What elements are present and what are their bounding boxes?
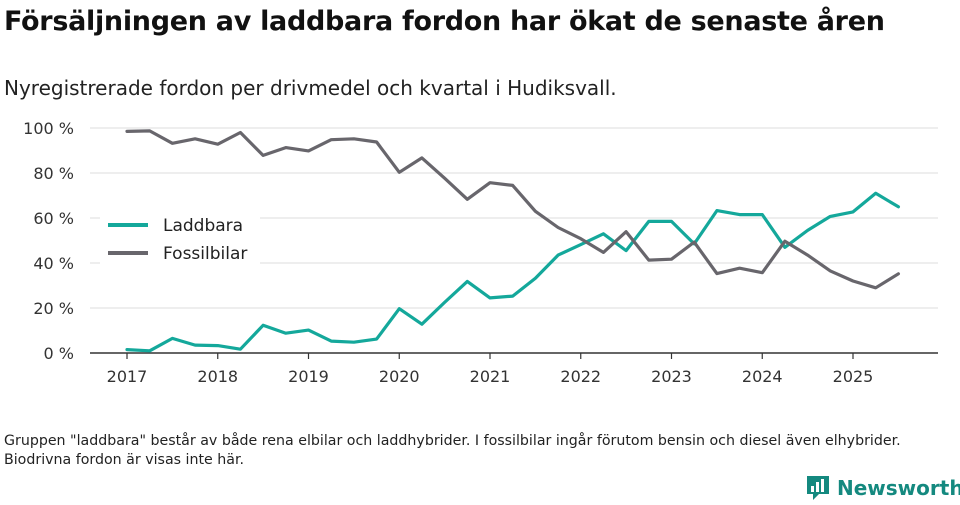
y-tick-label: 80 % bbox=[33, 164, 74, 183]
bar-chart-logo-icon bbox=[807, 476, 829, 500]
series-line-laddbara bbox=[125, 191, 901, 353]
brand-logo: Newsworthy bbox=[805, 474, 960, 502]
y-axis-ticks: 0 % 20 % 40 % 60 % 80 % 100 % bbox=[23, 119, 74, 363]
footnote: Gruppen "laddbara" består av både rena e… bbox=[4, 433, 901, 468]
series-lines bbox=[125, 129, 901, 353]
y-tick-label: 0 % bbox=[44, 344, 74, 363]
x-tick-label: 2023 bbox=[651, 367, 692, 386]
y-tick-label: 60 % bbox=[33, 209, 74, 228]
x-tick-label: 2018 bbox=[197, 367, 238, 386]
legend-label: Laddbara bbox=[163, 216, 243, 236]
x-tick-label: 2021 bbox=[470, 367, 511, 386]
y-tick-label: 100 % bbox=[23, 119, 74, 138]
chart-title: Försäljningen av laddbara fordon har öka… bbox=[4, 6, 885, 37]
legend-background bbox=[100, 211, 260, 269]
grid-lines bbox=[90, 127, 938, 309]
x-axis: 2017 2018 2019 2020 2021 2022 2023 2024 2025 bbox=[90, 352, 938, 386]
chart-subtitle: Nyregistrerade fordon per drivmedel och … bbox=[4, 76, 617, 100]
x-tick-label: 2022 bbox=[560, 367, 601, 386]
legend-label: Fossilbilar bbox=[163, 244, 247, 264]
x-tick-label: 2024 bbox=[742, 367, 783, 386]
line-chart: 0 % 20 % 40 % 60 % 80 % 100 % 2017 2018 2019 202… bbox=[23, 119, 938, 386]
legend: Laddbara Fossilbilar bbox=[100, 211, 260, 269]
x-tick-label: 2017 bbox=[107, 367, 148, 386]
x-tick-label: 2020 bbox=[379, 367, 420, 386]
y-tick-label: 20 % bbox=[33, 299, 74, 318]
x-tick-label: 2025 bbox=[833, 367, 874, 386]
brand-name: Newsworthy bbox=[837, 476, 960, 500]
x-tick-label: 2019 bbox=[288, 367, 329, 386]
y-tick-label: 40 % bbox=[33, 254, 74, 273]
series-line-fossilbilar bbox=[125, 129, 901, 290]
